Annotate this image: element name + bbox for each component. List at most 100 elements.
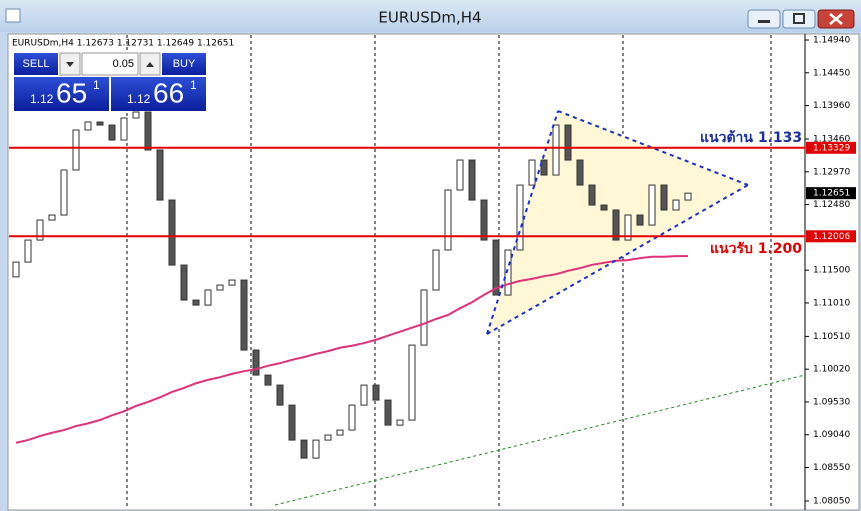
candle (540, 159, 548, 176)
candle (276, 384, 284, 406)
minimize-icon (758, 20, 770, 23)
candle (636, 214, 644, 226)
buy-label: BUY (173, 58, 196, 70)
price-tag-label: 1.12006 (813, 232, 850, 242)
bid-box[interactable] (14, 77, 109, 111)
candle (252, 349, 260, 376)
candle (384, 399, 392, 426)
y-tick-label: 1.10020 (813, 365, 850, 375)
candle (576, 159, 584, 186)
y-tick-label: 1.11010 (813, 298, 850, 308)
support-label: แนวรับ 1.200 (710, 241, 802, 257)
candle (432, 249, 440, 291)
ask-sup: 1 (190, 78, 197, 92)
candle (564, 124, 572, 161)
candle (264, 374, 272, 386)
y-tick-label: 1.09040 (813, 430, 850, 440)
window-title: EURUSDm,H4 (378, 9, 481, 27)
candle (648, 184, 656, 226)
resistance-label: แนวต้าน 1.133 (700, 130, 802, 146)
up-arrow (146, 62, 154, 67)
candle (684, 192, 692, 201)
candle (216, 284, 224, 291)
candle (336, 429, 344, 436)
candle (108, 124, 116, 141)
candle (144, 111, 152, 151)
title-bar (0, 0, 861, 32)
price-tag (806, 187, 856, 200)
bid-big: 65 (56, 77, 87, 108)
lot-field[interactable] (81, 52, 139, 76)
candle (528, 159, 536, 186)
minimize-button[interactable] (747, 9, 781, 29)
ask-box[interactable] (111, 77, 206, 111)
candle (300, 439, 308, 459)
price-tag (806, 230, 856, 243)
price-tag-label: 1.12651 (813, 189, 850, 199)
candle (504, 249, 512, 296)
candle (288, 404, 296, 441)
candle (180, 264, 188, 301)
bid-prefix: 1.12 (30, 92, 54, 106)
trade-panel: SELL 0.05 BUY 1.12 65 1 1.12 66 1 (14, 52, 206, 111)
candle (516, 184, 524, 251)
candle (312, 439, 320, 459)
trend-line (274, 374, 806, 506)
candle (24, 239, 32, 263)
candle (396, 419, 404, 426)
y-tick-label: 1.13960 (813, 101, 850, 111)
chart-header: EURUSDm,H4 1.12673 1.12731 1.12649 1.126… (12, 39, 234, 49)
candle (660, 184, 668, 211)
candle (552, 124, 560, 176)
candle (360, 384, 368, 406)
y-tick-label: 1.10510 (813, 332, 850, 342)
candle (372, 384, 380, 401)
candle (228, 279, 236, 286)
y-tick-label: 1.08550 (813, 463, 850, 473)
bid-sup: 1 (93, 78, 100, 92)
y-tick-label: 1.09530 (813, 397, 850, 407)
candle (420, 289, 428, 346)
candle (240, 279, 248, 351)
buy-button[interactable] (162, 53, 206, 75)
y-tick-label: 1.14940 (813, 36, 850, 46)
candle (204, 289, 212, 306)
candle (72, 129, 80, 171)
y-tick-label: 1.12480 (813, 200, 850, 210)
lot-value: 0.05 (113, 58, 134, 70)
candle (480, 199, 488, 241)
candle (612, 209, 620, 241)
candle (132, 111, 140, 119)
sell-button[interactable] (14, 53, 58, 75)
price-tag (806, 141, 856, 154)
candle (12, 261, 20, 278)
candle (672, 199, 680, 211)
candle (324, 434, 332, 441)
plot (12, 111, 692, 459)
candle (48, 214, 56, 221)
ask-big: 66 (153, 77, 184, 108)
close-icon (829, 13, 843, 25)
candle (348, 404, 356, 431)
sell-label: SELL (23, 58, 50, 70)
candle (96, 121, 104, 126)
maximize-button[interactable] (782, 9, 816, 29)
candle (156, 149, 164, 201)
candle (468, 159, 476, 201)
candle (588, 184, 596, 206)
candle (444, 189, 452, 251)
candle (492, 239, 500, 296)
y-tick-label: 1.13460 (813, 135, 850, 145)
maximize-icon (793, 13, 805, 24)
candle (456, 159, 464, 191)
moving-average (15, 255, 688, 444)
candle (60, 169, 68, 216)
y-tick-label: 1.14450 (813, 68, 850, 78)
price-tag-label: 1.13329 (813, 143, 850, 153)
y-tick-label: 1.11500 (813, 266, 850, 276)
candle (36, 219, 44, 241)
candle (192, 299, 200, 306)
candle (120, 117, 128, 141)
candle (408, 344, 416, 421)
